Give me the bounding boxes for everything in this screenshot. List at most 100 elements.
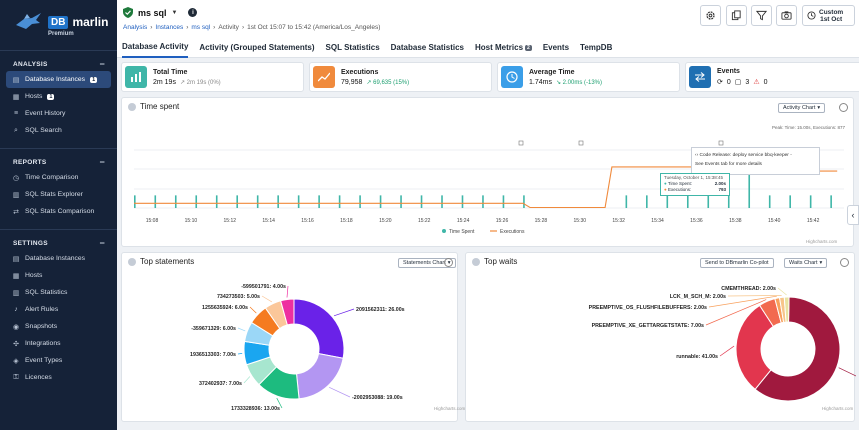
- sidebar-item-settings-hosts[interactable]: ▦ Hosts: [6, 267, 111, 284]
- event-popup-line1: ‹› Code Release: deploy service bbq-keep…: [695, 151, 816, 160]
- section-reports[interactable]: REPORTS −: [0, 155, 117, 169]
- x-tick-label: 15:12: [224, 218, 237, 224]
- options-icon[interactable]: [839, 103, 848, 112]
- sidebar-item-sql-stats-comparison[interactable]: ⇄ SQL Stats Comparison: [6, 203, 111, 220]
- change-icon: ⟳: [717, 79, 723, 86]
- legend-executions-label: Executions: [500, 229, 525, 235]
- sidebar-item-label: Time Comparison: [25, 174, 79, 181]
- section-title: SETTINGS: [13, 239, 48, 247]
- copilot-button[interactable]: Send to DBmarlin Co-pilot: [700, 258, 774, 268]
- sidebar-item-database-instances[interactable]: ▤ Database Instances 1: [6, 71, 111, 88]
- tab-label: TempDB: [580, 43, 613, 52]
- activity-chart-dropdown[interactable]: Activity Chart ▾: [778, 103, 826, 113]
- legend-time-spent-marker: [442, 229, 446, 233]
- options-icon[interactable]: [444, 258, 453, 267]
- sidebar-item-sql-search[interactable]: ⌕ SQL Search: [6, 122, 111, 139]
- chevron-down-icon: ▾: [817, 105, 821, 111]
- time-spent-bar: [830, 195, 832, 208]
- top-statements-chart[interactable]: 2091562311: 26.00s -2002953088: 19.00s 173…: [122, 267, 459, 423]
- sidebar-item-hosts[interactable]: ▦ Hosts 1: [6, 88, 111, 105]
- breadcrumb-instance[interactable]: ms sql: [191, 24, 211, 31]
- search-icon: ⌕: [14, 126, 18, 134]
- tab-label: SQL Statistics: [325, 43, 380, 52]
- sidebar-item-time-comparison[interactable]: ◷ Time Comparison: [6, 169, 111, 186]
- collapse-icon[interactable]: −: [99, 59, 105, 69]
- average-time-card[interactable]: Average Time 1.74ms ↘ 2.00ms (-13%): [497, 62, 680, 92]
- settings-button[interactable]: [700, 5, 721, 26]
- sidebar-item-licences[interactable]: ⚿ Licences: [6, 369, 111, 386]
- time-spent-chart[interactable]: 15:08 15:10 15:12 15:14 15:16 15:18 15:20 15:22…: [122, 132, 855, 248]
- time-spent-bar: [646, 195, 648, 208]
- slice-connector: [777, 287, 787, 296]
- tooltip-ts-label: Time Spent:: [667, 181, 692, 186]
- x-tick-label: 15:30: [574, 218, 587, 224]
- slice-connector: [727, 295, 782, 297]
- logo-marlin: marlin: [72, 15, 109, 29]
- chevron-down-icon[interactable]: ▼: [171, 9, 178, 16]
- tooltip-ex-label: Executions:: [667, 187, 692, 192]
- tab-label: Host Metrics: [475, 43, 524, 52]
- tab-database-statistics[interactable]: Database Statistics: [391, 38, 464, 58]
- snapshot-button[interactable]: [776, 5, 797, 26]
- events-card[interactable]: Events ⟳ 0 ▢ 3 ⚠ 0: [685, 62, 859, 92]
- total-time-card[interactable]: Total Time 2m 19s ↗ 2m 19s (0%): [121, 62, 304, 92]
- chevron-down-icon: ▾: [819, 260, 823, 266]
- filter-button[interactable]: [751, 5, 772, 26]
- sidebar-item-integrations[interactable]: ✣ Integrations: [6, 335, 111, 352]
- executions-card[interactable]: Executions 79,958 ↗ 69,635 (15%): [309, 62, 492, 92]
- sidebar-item-event-types[interactable]: ◈ Event Types: [6, 352, 111, 369]
- sidebar-item-snapshots[interactable]: ◉ Snapshots: [6, 318, 111, 335]
- peak-label: Peak: Time: 15.00s, Executions: 877: [772, 125, 846, 130]
- x-tick-label: 15:40: [768, 218, 781, 224]
- time-spent-bar: [277, 195, 279, 208]
- events-scheduled-count: 3: [745, 78, 750, 86]
- waits-chart-dropdown[interactable]: Waits Chart ▾: [784, 258, 828, 268]
- time-spent-bar: [482, 195, 484, 208]
- highcharts-credit: Highcharts.com: [434, 406, 466, 411]
- code-icon: ‹›: [695, 153, 699, 158]
- breadcrumb-sep: ›: [213, 24, 216, 31]
- x-tick-label: 15:20: [379, 218, 392, 224]
- bell-icon: ♪: [14, 306, 18, 313]
- copy-button[interactable]: [726, 5, 747, 26]
- tab-bar: Database Activity Activity (Grouped Stat…: [117, 38, 859, 58]
- pie-slice: [295, 353, 344, 400]
- x-tick-label: 15:18: [340, 218, 353, 224]
- time-range-button[interactable]: Custom 1st Oct: [802, 5, 855, 26]
- tab-tempdb[interactable]: TempDB: [580, 38, 612, 58]
- logo[interactable]: DB marlin: [0, 0, 117, 44]
- collapse-icon[interactable]: −: [99, 238, 105, 248]
- sidebar-item-event-history[interactable]: ≡ Event History: [6, 105, 111, 122]
- panel-title: Top waits: [484, 257, 518, 266]
- slice-label: 2091562311: 26.00s: [356, 307, 405, 313]
- tab-activity-grouped[interactable]: Activity (Grouped Statements): [199, 38, 314, 58]
- list-icon: ≡: [13, 110, 19, 117]
- options-icon[interactable]: [840, 258, 849, 267]
- tab-host-metrics[interactable]: Host Metrics 2: [475, 38, 532, 58]
- info-icon[interactable]: i: [188, 8, 198, 17]
- section-analysis[interactable]: ANALYSIS −: [0, 57, 117, 71]
- sidebar-item-alert-rules[interactable]: ♪ Alert Rules: [6, 301, 111, 318]
- panel-expand-button[interactable]: ‹: [847, 205, 859, 225]
- section-title: ANALYSIS: [13, 60, 48, 68]
- plug-icon: ✣: [13, 340, 19, 348]
- sidebar-item-sql-stats-explorer[interactable]: ▥ SQL Stats Explorer: [6, 186, 111, 203]
- section-settings[interactable]: SETTINGS −: [0, 236, 117, 250]
- tab-label: Database Statistics: [390, 43, 465, 52]
- tab-database-activity[interactable]: Database Activity: [122, 38, 189, 58]
- event-popup[interactable]: ‹› Code Release: deploy service bbq-keep…: [691, 147, 820, 175]
- tab-events[interactable]: Events: [543, 38, 569, 58]
- main-content: ms sql ▼ i Analysis › Instances › ms sql › …: [117, 0, 859, 430]
- filter-icon: [756, 10, 767, 21]
- sidebar-item-sql-statistics[interactable]: ▥ SQL Statistics: [6, 284, 111, 301]
- sidebar-item-settings-database-instances[interactable]: ▤ Database Instances: [6, 250, 111, 267]
- sidebar-item-label: SQL Stats Comparison: [25, 208, 95, 215]
- breadcrumb-analysis[interactable]: Analysis: [123, 24, 148, 31]
- tab-sql-statistics[interactable]: SQL Statistics: [326, 38, 380, 58]
- breadcrumb-instances[interactable]: Instances: [155, 24, 184, 31]
- compare-icon: ⇄: [13, 208, 19, 216]
- top-waits-chart[interactable]: PREEMPTIVE_OS_QUERYREGISTRY: 1m 23srunna…: [466, 267, 856, 423]
- collapse-icon[interactable]: −: [99, 157, 105, 167]
- time-spent-bar: [400, 195, 402, 208]
- instance-selector[interactable]: ms sql ▼ i: [123, 7, 198, 18]
